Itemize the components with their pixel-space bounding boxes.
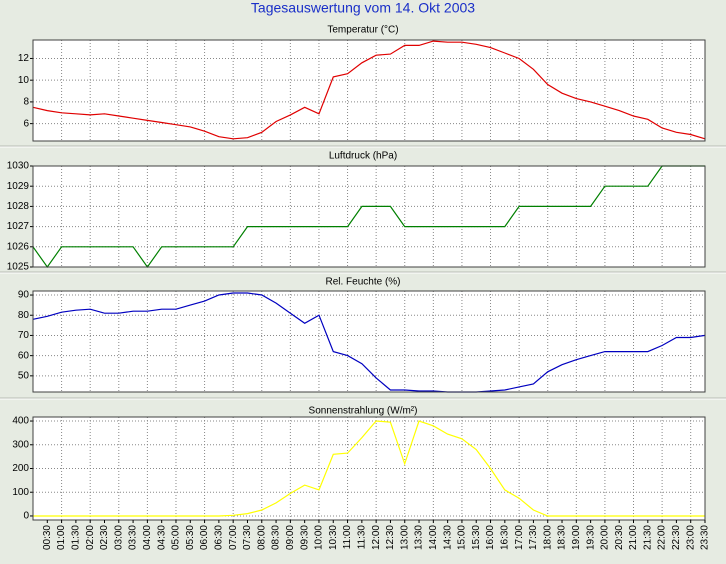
x-tick-label: 03:00 — [113, 525, 124, 550]
x-tick-label: 13:00 — [399, 525, 410, 550]
y-tick-label: 6 — [23, 118, 29, 129]
x-tick-label: 01:30 — [71, 525, 82, 550]
y-tick-label: 90 — [18, 290, 30, 301]
y-tick-label: 300 — [12, 439, 29, 450]
panel-title: Luftdruck (hPa) — [329, 151, 397, 162]
y-tick-label: 100 — [12, 487, 29, 498]
x-tick-label: 16:00 — [485, 525, 496, 550]
y-tick-label: 8 — [23, 97, 29, 108]
x-tick-label: 23:30 — [700, 525, 711, 550]
y-tick-label: 60 — [18, 350, 30, 361]
x-tick-label: 15:30 — [471, 525, 482, 550]
x-tick-label: 17:30 — [528, 525, 539, 550]
x-tick-label: 07:00 — [228, 525, 239, 550]
y-tick-label: 1025 — [7, 262, 30, 273]
panel-title: Rel. Feuchte (%) — [325, 277, 400, 288]
plot-area — [33, 166, 705, 267]
data-line — [32, 40, 706, 140]
x-tick-label: 08:30 — [271, 525, 282, 550]
y-tick-label: 200 — [12, 463, 29, 474]
plot-area — [33, 40, 705, 141]
x-tick-label: 11:30 — [356, 525, 367, 550]
x-tick-label: 09:30 — [299, 525, 310, 550]
plot-frame — [32, 165, 706, 268]
x-tick-label: 13:30 — [414, 525, 425, 550]
x-tick-label: 15:00 — [457, 525, 468, 550]
x-tick-label: 23:00 — [685, 525, 696, 550]
x-tick-label: 21:30 — [642, 525, 653, 550]
y-tick-label: 400 — [12, 416, 29, 427]
x-tick-label: 22:30 — [671, 525, 682, 550]
data-line — [33, 420, 705, 517]
x-tick-label: 05:00 — [171, 525, 182, 550]
x-tick-label: 17:00 — [514, 525, 525, 550]
data-line — [32, 292, 706, 393]
y-tick-label: 12 — [18, 53, 30, 64]
y-tick-label: 70 — [18, 330, 30, 341]
x-tick-label: 11:00 — [342, 525, 353, 550]
x-tick-label: 06:00 — [199, 525, 210, 550]
x-tick-label: 14:30 — [442, 525, 453, 550]
x-tick-label: 06:30 — [214, 525, 225, 550]
y-tick-label: 0 — [23, 511, 29, 522]
x-tick-label: 10:30 — [328, 525, 339, 550]
x-tick-label: 10:00 — [314, 525, 325, 550]
x-tick-label: 12:00 — [371, 525, 382, 550]
x-tick-label: 16:30 — [499, 525, 510, 550]
plot-frame — [32, 39, 706, 142]
data-line — [32, 165, 705, 269]
y-tick-label: 80 — [18, 310, 30, 321]
y-tick-label: 1026 — [7, 241, 30, 252]
y-tick-label: 50 — [18, 370, 30, 381]
y-tick-label: 1028 — [7, 201, 30, 212]
x-tick-label: 18:30 — [557, 525, 568, 550]
plot-area — [33, 291, 705, 392]
x-tick-label: 05:30 — [185, 525, 196, 550]
x-tick-label: 20:00 — [600, 525, 611, 550]
plot-frame — [32, 416, 706, 521]
plot-frame — [32, 290, 706, 393]
panel-title: Sonnenstrahlung (W/m²) — [309, 406, 418, 417]
x-tick-label: 08:00 — [256, 525, 267, 550]
x-tick-label: 12:30 — [385, 525, 396, 550]
x-tick-label: 04:00 — [142, 525, 153, 550]
x-tick-label: 18:00 — [542, 525, 553, 550]
x-tick-label: 03:30 — [128, 525, 139, 550]
x-tick-label: 21:00 — [628, 525, 639, 550]
x-tick-label: 22:00 — [657, 525, 668, 550]
y-tick-label: 1027 — [7, 221, 30, 232]
y-tick-label: 10 — [18, 75, 30, 86]
x-tick-label: 19:00 — [571, 525, 582, 550]
x-tick-label: 07:30 — [242, 525, 253, 550]
x-tick-label: 02:00 — [85, 525, 96, 550]
x-tick-label: 02:30 — [99, 525, 110, 550]
chart-title: Tagesauswertung vom 14. Okt 2003 — [251, 0, 475, 16]
x-tick-label: 20:30 — [614, 525, 625, 550]
x-tick-label: 00:30 — [42, 525, 53, 550]
x-tick-label: 09:00 — [285, 525, 296, 550]
y-tick-label: 1029 — [7, 181, 30, 192]
x-tick-label: 19:30 — [585, 525, 596, 550]
x-tick-label: 04:30 — [156, 525, 167, 550]
x-tick-label: 14:00 — [428, 525, 439, 550]
panel-title: Temperatur (°C) — [327, 25, 398, 36]
y-tick-label: 1030 — [7, 161, 30, 172]
x-tick-label: 01:00 — [56, 525, 67, 550]
